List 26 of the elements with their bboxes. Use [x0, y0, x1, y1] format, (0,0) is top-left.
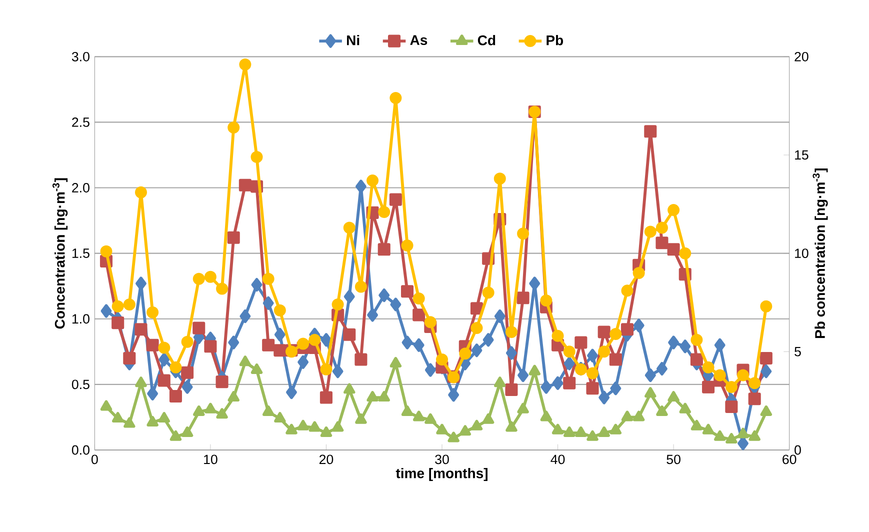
- x-axis-title: time [months]: [396, 468, 488, 482]
- y2-axis-title: Pb concentration [ng·m$^{-3}$]: [812, 168, 828, 338]
- y-tick-label: 3.0: [72, 52, 90, 62]
- legend-label: Cd: [478, 34, 496, 46]
- legend-label: As: [410, 35, 428, 46]
- y-tick-label: 0.5: [72, 380, 90, 390]
- y-tick-label: 1.0: [72, 314, 90, 324]
- x-tick-label: 40: [550, 454, 565, 464]
- y2-tick-label: 15: [795, 150, 808, 160]
- y2-tick-label: 20: [794, 52, 808, 62]
- legend-label: Pb: [546, 34, 564, 46]
- y-tick-label: 1.5: [72, 248, 90, 258]
- y-tick-label: 2.5: [72, 118, 90, 127]
- x-tick-label: 30: [435, 454, 449, 464]
- x-tick-label: 60: [782, 454, 796, 464]
- x-tick-label: 10: [204, 454, 218, 464]
- legend-label: Ni: [347, 34, 360, 46]
- x-tick-label: 20: [319, 454, 334, 464]
- x-tick-label: 50: [666, 454, 680, 464]
- y-axis-title: Concentration [ng·m$^{-3}$]: [52, 178, 68, 329]
- y-tick-label: 0.0: [72, 445, 90, 455]
- x-tick-label: 0: [91, 454, 98, 464]
- y2-tick-label: 5: [794, 346, 801, 356]
- y2-tick-label: 0: [794, 445, 801, 455]
- y2-tick-label: 10: [795, 248, 808, 258]
- y-tick-label: 2.0: [72, 183, 90, 192]
